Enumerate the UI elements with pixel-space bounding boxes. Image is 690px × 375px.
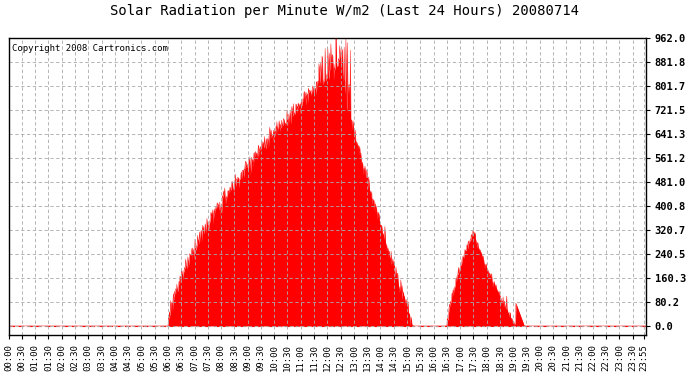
Text: Copyright 2008 Cartronics.com: Copyright 2008 Cartronics.com (12, 44, 168, 52)
Text: Solar Radiation per Minute W/m2 (Last 24 Hours) 20080714: Solar Radiation per Minute W/m2 (Last 24… (110, 4, 580, 18)
